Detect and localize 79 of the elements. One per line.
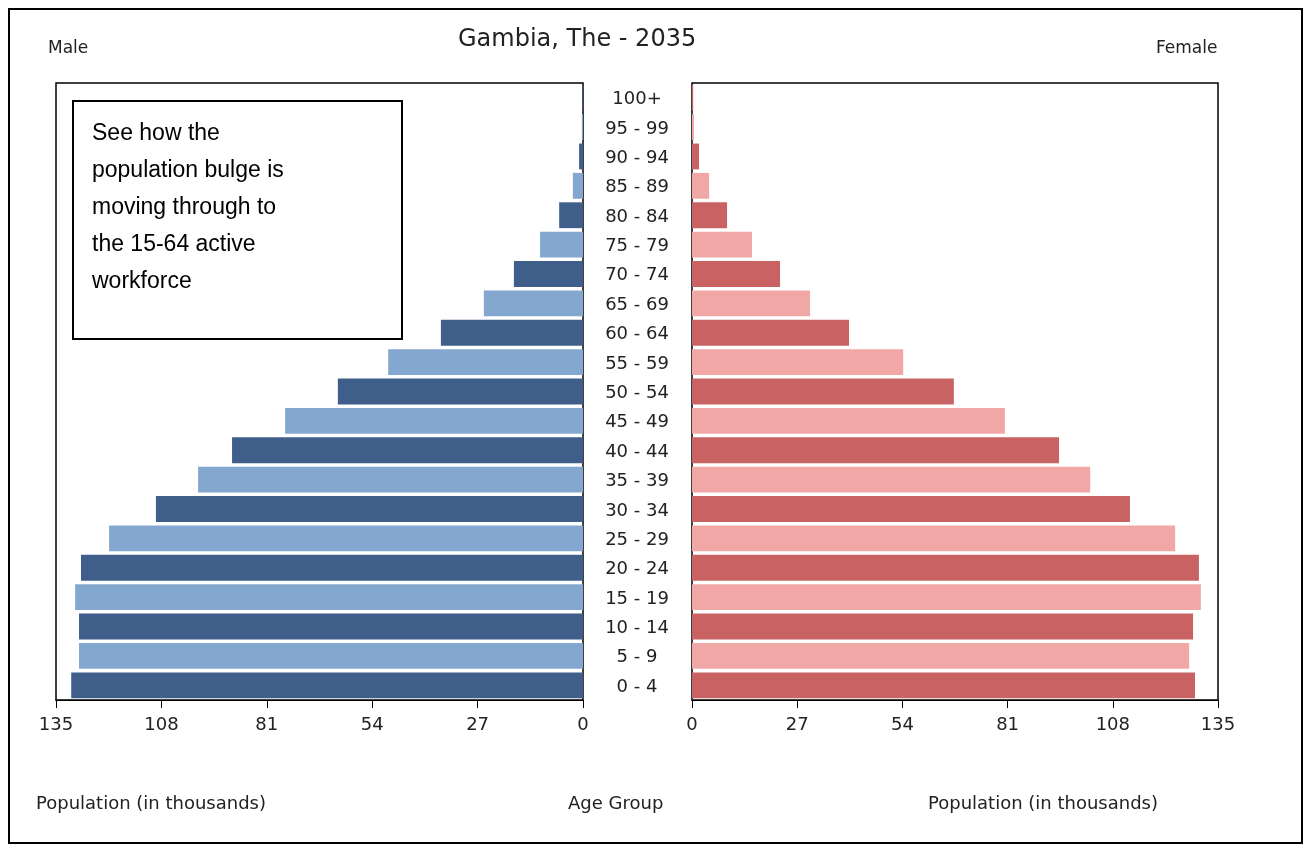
x-tick-label: 135 <box>38 712 74 734</box>
y-tick-label: 80 - 84 <box>605 204 669 226</box>
bar <box>692 172 710 199</box>
y-tick-label: 55 - 59 <box>605 351 669 373</box>
bar <box>692 261 781 287</box>
bar <box>692 437 1060 464</box>
bar <box>692 319 850 346</box>
x-tick-label: 54 <box>890 712 914 734</box>
y-tick-label: 5 - 9 <box>616 645 658 667</box>
x-tick-label: 27 <box>466 712 490 734</box>
bar <box>692 378 954 405</box>
y-tick-label: 15 - 19 <box>605 586 669 608</box>
bar <box>388 349 583 376</box>
y-tick-label: 30 - 34 <box>605 498 669 520</box>
bar <box>692 584 1201 611</box>
bar <box>692 643 1190 669</box>
text-box: See how the population bulge is moving through to the 15-64 active workforce <box>72 100 403 340</box>
bar <box>198 466 583 493</box>
y-axis-title: Age Group <box>568 791 664 813</box>
bar <box>692 290 811 317</box>
bar <box>692 672 1196 699</box>
chart-title: Gambia, The - 2035 <box>458 24 697 52</box>
y-tick-label: 45 - 49 <box>605 410 669 432</box>
bar <box>692 202 728 229</box>
bar <box>109 525 583 552</box>
bar <box>692 613 1194 640</box>
bar <box>285 407 583 434</box>
x-tick-label: 54 <box>360 712 384 734</box>
y-tick-label: 10 - 14 <box>605 616 669 638</box>
y-tick-label: 40 - 44 <box>605 439 669 461</box>
bar <box>155 496 583 522</box>
x-tick-label: 0 <box>577 712 589 734</box>
bar <box>79 643 583 669</box>
bar <box>540 231 583 258</box>
bar <box>559 202 583 229</box>
x-tick-label: 81 <box>996 712 1020 734</box>
bar <box>692 349 904 376</box>
bar <box>572 172 583 199</box>
bar <box>692 525 1176 552</box>
y-tick-label: 25 - 29 <box>605 527 669 549</box>
bar <box>692 231 752 258</box>
bar <box>337 378 583 405</box>
y-tick-label: 85 - 89 <box>605 175 669 197</box>
y-tick-label: 20 - 24 <box>605 557 669 579</box>
y-tick-label: 50 - 54 <box>605 381 669 402</box>
x-tick-label: 81 <box>255 712 279 734</box>
bar <box>692 554 1199 581</box>
text: Female <box>1156 36 1218 57</box>
x-tick-label: 0 <box>686 712 698 734</box>
bar <box>232 437 583 464</box>
y-tick-label: 95 - 99 <box>605 116 669 138</box>
y-tick-label: 0 - 4 <box>616 674 658 696</box>
bar <box>75 584 583 611</box>
bar <box>692 143 700 170</box>
bar <box>80 554 583 581</box>
y-tick-label: 90 - 94 <box>605 145 669 167</box>
y-tick-label: 100+ <box>612 87 662 109</box>
bar <box>579 143 583 170</box>
y-tick-label: 75 - 79 <box>605 234 669 256</box>
bar <box>79 613 583 640</box>
y-tick-label: 35 - 39 <box>605 469 669 491</box>
bar <box>483 290 583 317</box>
x-axis-title: Population (in thousands) <box>928 791 1158 813</box>
annotation: See how the population bulge is moving through to the 15-64 active workforce <box>92 118 285 295</box>
text: Male <box>48 36 89 57</box>
bar <box>692 407 1005 434</box>
bar <box>692 466 1091 493</box>
y-tick-label: 70 - 74 <box>605 263 669 285</box>
y-tick-label: 65 - 69 <box>605 292 669 314</box>
bar <box>440 319 583 346</box>
bar <box>513 261 583 287</box>
y-tick-label: 60 - 64 <box>605 322 669 344</box>
x-tick-label: 108 <box>1095 712 1130 734</box>
x-tick-label: 27 <box>785 712 809 734</box>
bar <box>71 672 583 699</box>
x-tick-label: 135 <box>1200 712 1236 734</box>
x-tick-label: 108 <box>144 712 179 734</box>
bar <box>692 496 1130 522</box>
x-axis-title: Population (in thousands) <box>36 791 266 813</box>
